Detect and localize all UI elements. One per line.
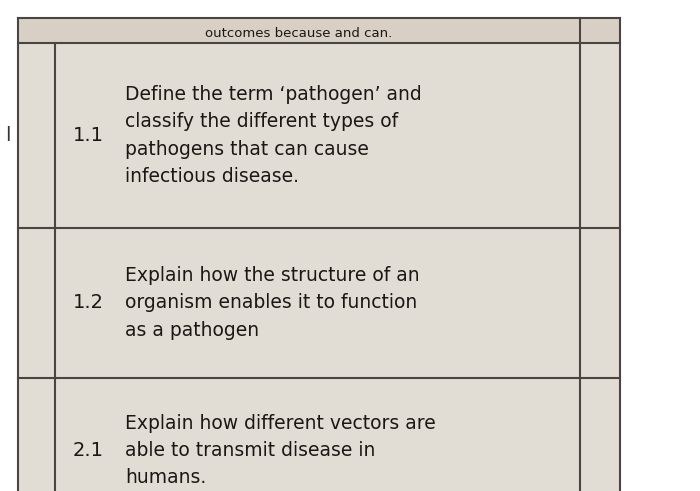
Text: 1.1: 1.1 <box>73 126 104 145</box>
Bar <box>55 378 580 491</box>
Text: Define the term ‘pathogen’ and
classify the different types of
pathogens that ca: Define the term ‘pathogen’ and classify … <box>125 85 421 186</box>
Text: 2.1: 2.1 <box>73 441 104 460</box>
Text: outcomes because and can.: outcomes because and can. <box>205 27 393 39</box>
Bar <box>18 18 620 43</box>
Text: l: l <box>6 126 10 145</box>
Text: Explain how different vectors are
able to transmit disease in
humans.: Explain how different vectors are able t… <box>125 414 435 487</box>
Bar <box>55 228 580 378</box>
Bar <box>18 228 55 378</box>
Text: 1.2: 1.2 <box>73 294 104 312</box>
Bar <box>18 43 55 228</box>
Bar <box>580 228 620 378</box>
Bar <box>580 378 620 491</box>
Bar <box>18 378 55 491</box>
Bar <box>580 43 620 228</box>
Bar <box>55 43 580 228</box>
Text: Explain how the structure of an
organism enables it to function
as a pathogen: Explain how the structure of an organism… <box>125 266 419 340</box>
